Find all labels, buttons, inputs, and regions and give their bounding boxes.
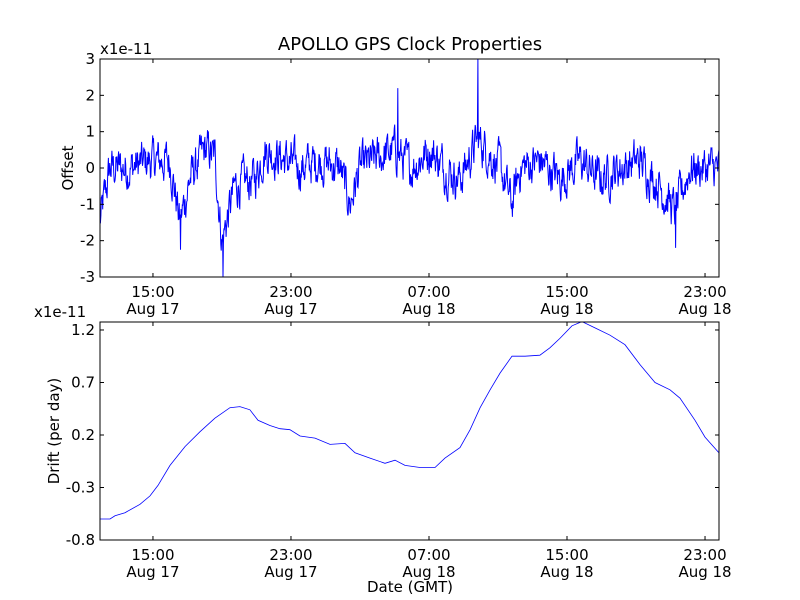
drift-ytick-label: 0.2	[71, 426, 95, 444]
drift-xtick-time: 23:00	[683, 546, 726, 564]
drift-ytick-label: 0.7	[71, 373, 95, 391]
drift-xtick-time: 23:00	[269, 546, 312, 564]
offset-xtick-time: 07:00	[407, 283, 450, 301]
offset-xtick-date: Aug 18	[540, 300, 593, 318]
offset-xtick-date: Aug 17	[264, 300, 317, 318]
drift-ytick-label: -0.3	[66, 478, 95, 496]
offset-series-line	[100, 59, 719, 277]
offset-ytick-label: -2	[80, 232, 95, 250]
drift-xtick-date: Aug 18	[402, 563, 455, 581]
drift-axes: x1e-11 Drift (per day) Date (GMT) 1.2 0.7…	[34, 303, 732, 596]
drift-ytick-label: 1.2	[71, 321, 95, 339]
drift-xtick-date: Aug 18	[540, 563, 593, 581]
offset-xtick-date: Aug 18	[678, 300, 731, 318]
drift-series-line	[100, 322, 719, 520]
offset-xtick-date: Aug 17	[126, 300, 179, 318]
drift-xtick-date: Aug 18	[678, 563, 731, 581]
drift-axes-frame	[99, 321, 720, 541]
chart-title: APOLLO GPS Clock Properties	[278, 34, 542, 55]
offset-ytick-label: 1	[85, 123, 95, 141]
offset-xtick-time: 23:00	[683, 283, 726, 301]
offset-ytick-label: 2	[85, 86, 95, 104]
offset-ytick-label: -1	[80, 195, 95, 213]
offset-ytick-label: -3	[80, 268, 95, 286]
drift-ylabel: Drift (per day)	[45, 378, 63, 485]
offset-ytick-label: 0	[85, 159, 95, 177]
offset-xtick-time: 23:00	[269, 283, 312, 301]
drift-xtick-date: Aug 17	[264, 563, 317, 581]
drift-xtick-time: 15:00	[131, 546, 174, 564]
offset-ytick-label: 3	[85, 50, 95, 68]
drift-xlabel: Date (GMT)	[367, 578, 453, 596]
offset-xtick-time: 15:00	[131, 283, 174, 301]
drift-xtick-date: Aug 17	[126, 563, 179, 581]
drift-multiplier: x1e-11	[34, 303, 86, 321]
drift-ytick-label: -0.8	[66, 531, 95, 549]
drift-xtick-time: 07:00	[407, 546, 450, 564]
offset-multiplier: x1e-11	[100, 40, 152, 58]
drift-xtick-time: 15:00	[545, 546, 588, 564]
offset-xtick-time: 15:00	[545, 283, 588, 301]
offset-xtick-date: Aug 18	[402, 300, 455, 318]
offset-ylabel: Offset	[59, 145, 77, 190]
